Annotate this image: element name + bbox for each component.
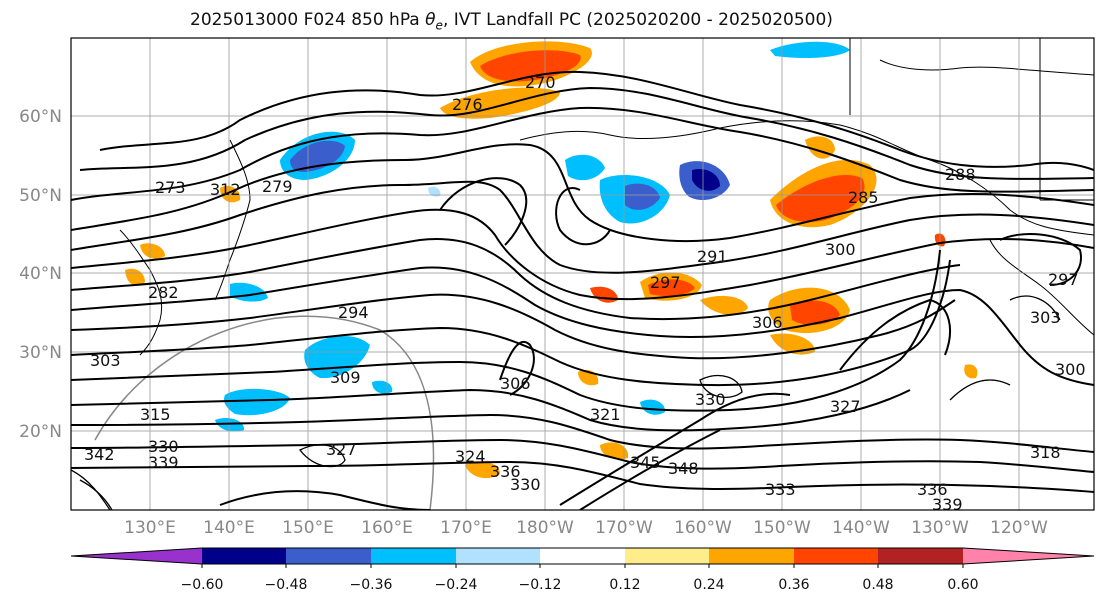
- colorbar-segment: [878, 548, 963, 564]
- contour-label: 303: [90, 351, 121, 370]
- lon-label: 150°W: [753, 518, 811, 538]
- contour-label: 327: [830, 397, 861, 416]
- latitude-labels: 60°N 50°N 40°N 30°N 20°N: [19, 107, 62, 442]
- lon-label: 170°E: [440, 518, 492, 538]
- contour-label: 315: [140, 405, 171, 424]
- colorbar-segment: [625, 548, 709, 564]
- lat-label: 30°N: [19, 343, 62, 363]
- colorbar-tick-label: −0.24: [435, 577, 478, 593]
- contour-label: 339: [148, 453, 179, 472]
- contour-label: 336: [917, 480, 948, 499]
- colorbar-tick-label: 0.12: [609, 577, 640, 593]
- lon-label: 170°W: [595, 518, 653, 538]
- contour-label: 297: [650, 273, 681, 292]
- colorbar-segment: [286, 548, 371, 564]
- contour-label: 348: [668, 459, 699, 478]
- contour-label: 336: [490, 462, 521, 481]
- lat-label: 20°N: [19, 422, 62, 442]
- contour-label: 279: [262, 177, 293, 196]
- contour-label: 270: [525, 73, 556, 92]
- coastlines: [119, 38, 1094, 356]
- contour-label: 327: [326, 440, 357, 459]
- contour-label: 291: [697, 247, 728, 266]
- negative-anomaly-shading: [215, 41, 850, 432]
- contour-label: 330: [510, 475, 541, 494]
- lon-label: 180°W: [516, 518, 574, 538]
- contour-label: 294: [338, 303, 369, 322]
- contour-labels: 273 279 282 276 270 294 291 297 300 306 …: [84, 73, 1086, 514]
- contour-label: 312: [210, 180, 241, 199]
- contour-label: 300: [1055, 360, 1086, 379]
- colorbar-segment: [371, 548, 456, 564]
- lat-label: 50°N: [19, 186, 62, 206]
- map-title: 2025013000 F024 850 hPa θe, IVT Landfall…: [190, 10, 833, 33]
- longitude-labels: 130°E 140°E 150°E 160°E 170°E 180°W 170°…: [124, 518, 1048, 538]
- colorbar-tick-label: 0.60: [947, 577, 978, 593]
- contour-label: 303: [1030, 308, 1061, 327]
- contour-label: 285: [848, 188, 879, 207]
- title-bar: 2025013000 F024 850 hPa θe, IVT Landfall…: [0, 0, 1105, 36]
- theta-e-contours: [71, 70, 1094, 510]
- contour-label: 324: [455, 447, 486, 466]
- colorbar-tick-label: 0.24: [693, 577, 724, 593]
- contour-label: 306: [500, 374, 531, 393]
- contour-label: 297: [1048, 270, 1079, 289]
- contour-label: 318: [1030, 443, 1061, 462]
- colorbar-segment: [709, 548, 794, 564]
- contour-label: 330: [148, 437, 179, 456]
- colorbar-segment: [71, 548, 202, 564]
- contour-label: 309: [330, 368, 361, 387]
- lon-label: 150°E: [282, 518, 334, 538]
- colorbar-segment: [540, 548, 625, 564]
- theta-e-contours-thin: [71, 295, 1061, 510]
- lon-label: 120°W: [990, 518, 1048, 538]
- colorbar-tick-label: −0.60: [181, 577, 224, 593]
- contour-label: 321: [590, 405, 621, 424]
- colorbar: −0.60 −0.48 −0.36 −0.24 −0.12 0.12 0.24 …: [70, 547, 1095, 593]
- lon-label: 130°W: [911, 518, 969, 538]
- map-plot-area: 273 279 282 276 270 294 291 297 300 306 …: [71, 38, 1094, 514]
- lon-label: 130°E: [124, 518, 176, 538]
- colorbar-segment: [963, 548, 1094, 564]
- lon-label: 160°E: [361, 518, 413, 538]
- contour-label: 330: [695, 390, 726, 409]
- colorbar-segment: [202, 548, 286, 564]
- colorbar-tick-label: −0.36: [350, 577, 393, 593]
- contour-label: 345: [630, 453, 661, 472]
- contour-label: 333: [765, 480, 796, 499]
- contour-label: 342: [84, 445, 115, 464]
- colorbar-segment: [794, 548, 878, 564]
- lat-label: 40°N: [19, 264, 62, 284]
- domain-boundary-arc: [94, 315, 435, 510]
- contour-label: 276: [452, 95, 483, 114]
- map-frame: [70, 37, 1095, 511]
- lon-label: 160°W: [674, 518, 732, 538]
- contour-label: 339: [932, 495, 963, 514]
- contour-label: 306: [752, 313, 783, 332]
- contour-label: 300: [825, 240, 856, 259]
- contour-label: 273: [155, 178, 186, 197]
- colorbar-tick-label: 0.48: [862, 577, 893, 593]
- colorbar-tick-label: −0.48: [265, 577, 308, 593]
- colorbar-tick-label: −0.12: [519, 577, 562, 593]
- colorbar-segment: [456, 548, 540, 564]
- colorbar-tick-labels: −0.60 −0.48 −0.36 −0.24 −0.12 0.12 0.24 …: [181, 577, 979, 593]
- contour-label: 282: [148, 283, 179, 302]
- contour-label: 288: [945, 165, 976, 184]
- colorbar-tick-label: 0.36: [778, 577, 809, 593]
- lat-label: 60°N: [19, 107, 62, 127]
- lon-label: 140°W: [832, 518, 890, 538]
- lon-label: 140°E: [203, 518, 255, 538]
